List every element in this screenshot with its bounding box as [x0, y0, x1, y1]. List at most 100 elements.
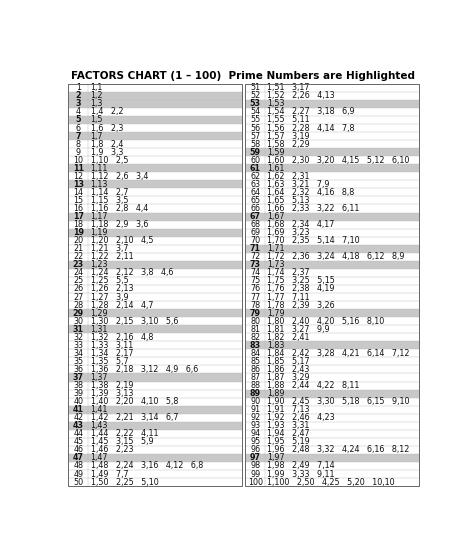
Text: 65: 65: [250, 196, 260, 205]
Text: 100: 100: [248, 477, 263, 487]
Text: 27: 27: [73, 293, 83, 301]
Bar: [68, 478, 242, 486]
Text: 1,53: 1,53: [267, 100, 285, 108]
Bar: [246, 389, 419, 398]
Text: 1,60   2,30   3,20   4,15   5,12   6,10: 1,60 2,30 3,20 4,15 5,12 6,10: [267, 156, 410, 165]
Text: 78: 78: [250, 300, 260, 310]
Text: 1,17: 1,17: [91, 212, 108, 221]
Text: 32: 32: [73, 333, 83, 342]
Bar: [246, 189, 419, 196]
Text: 1,46   2,23: 1,46 2,23: [91, 446, 133, 454]
Text: 91: 91: [250, 405, 260, 414]
Text: 85: 85: [250, 357, 260, 366]
Text: 1,91   7,13: 1,91 7,13: [267, 405, 310, 414]
Text: 1,98   2,49   7,14: 1,98 2,49 7,14: [267, 461, 335, 470]
Text: 82: 82: [250, 333, 260, 342]
Text: 3: 3: [76, 100, 81, 108]
Text: 1,90   2,45   3,30   5,18   6,15   9,10: 1,90 2,45 3,30 5,18 6,15 9,10: [267, 397, 410, 406]
Bar: [68, 365, 242, 373]
Text: 1,95   5,19: 1,95 5,19: [267, 437, 310, 447]
Text: 49: 49: [73, 470, 83, 478]
Text: 1,36   2,18   3,12   4,9   6,6: 1,36 2,18 3,12 4,9 6,6: [91, 365, 198, 374]
Text: 20: 20: [73, 236, 83, 245]
Bar: [246, 358, 419, 365]
Bar: [246, 430, 419, 438]
Text: 36: 36: [73, 365, 83, 374]
Text: 1,48   2,24   3,16   4,12   6,8: 1,48 2,24 3,16 4,12 6,8: [91, 461, 203, 470]
Text: 1,83: 1,83: [267, 341, 285, 350]
Text: 1,65   5,13: 1,65 5,13: [267, 196, 310, 205]
Text: 1,13: 1,13: [91, 180, 108, 189]
Bar: [246, 414, 419, 422]
Text: 1,62   2,31: 1,62 2,31: [267, 172, 310, 181]
Text: 1,86   2,43: 1,86 2,43: [267, 365, 310, 374]
Text: 14: 14: [73, 188, 83, 197]
Text: 45: 45: [73, 437, 83, 447]
Text: 48: 48: [73, 461, 83, 470]
Text: 92: 92: [250, 413, 260, 422]
Bar: [68, 349, 242, 358]
Text: 22: 22: [73, 252, 83, 261]
Text: 1,11: 1,11: [91, 164, 108, 173]
Text: 11: 11: [73, 164, 84, 173]
Bar: [246, 478, 419, 486]
Bar: [68, 108, 242, 116]
Text: 41: 41: [73, 405, 84, 414]
Bar: [68, 124, 242, 132]
Text: 37: 37: [73, 373, 84, 382]
Text: 10: 10: [73, 156, 83, 165]
Text: 1,88   2,44   4,22   8,11: 1,88 2,44 4,22 8,11: [267, 381, 360, 390]
Text: 1,43: 1,43: [91, 421, 108, 430]
Text: 1,58   2,29: 1,58 2,29: [267, 140, 310, 148]
Bar: [68, 116, 242, 124]
Text: 1,79: 1,79: [267, 309, 285, 317]
Bar: [68, 277, 242, 285]
Bar: [246, 84, 419, 486]
Bar: [68, 454, 242, 462]
Text: 1,73: 1,73: [267, 260, 285, 270]
Text: 25: 25: [73, 277, 83, 285]
Text: 59: 59: [250, 148, 261, 157]
Bar: [246, 349, 419, 358]
Text: 80: 80: [250, 317, 260, 326]
Bar: [68, 132, 242, 140]
Text: 30: 30: [73, 317, 83, 326]
Text: 57: 57: [250, 131, 260, 141]
Text: 1,40   2,20   4,10   5,8: 1,40 2,20 4,10 5,8: [91, 397, 178, 406]
Text: 1,93   3,31: 1,93 3,31: [267, 421, 310, 430]
Text: 12: 12: [73, 172, 83, 181]
Text: 28: 28: [73, 300, 83, 310]
Bar: [246, 398, 419, 406]
Bar: [68, 236, 242, 245]
Text: 1,16   2,8   4,4: 1,16 2,8 4,4: [91, 204, 148, 213]
Text: 15: 15: [73, 196, 83, 205]
Bar: [68, 389, 242, 398]
Bar: [246, 317, 419, 325]
Text: 1,49   7,7: 1,49 7,7: [91, 470, 128, 478]
Text: 1,52   2,26   4,13: 1,52 2,26 4,13: [267, 91, 335, 100]
Text: 1,85   5,17: 1,85 5,17: [267, 357, 310, 366]
Text: 1,71: 1,71: [267, 244, 285, 253]
Text: 1,55   5,11: 1,55 5,11: [267, 116, 310, 124]
Text: 1,82   2,41: 1,82 2,41: [267, 333, 310, 342]
Text: 1,84   2,42   3,28   4,21   6,14   7,12: 1,84 2,42 3,28 4,21 6,14 7,12: [267, 349, 410, 358]
Bar: [246, 333, 419, 341]
Text: 99: 99: [250, 470, 260, 478]
Bar: [68, 140, 242, 148]
Bar: [68, 156, 242, 164]
Text: 1: 1: [76, 83, 81, 92]
Text: 68: 68: [250, 220, 260, 229]
Text: 1,18   2,9   3,6: 1,18 2,9 3,6: [91, 220, 148, 229]
Text: 1,1: 1,1: [91, 83, 103, 92]
Bar: [246, 406, 419, 414]
Text: 50: 50: [73, 477, 83, 487]
Text: 46: 46: [73, 446, 83, 454]
Bar: [68, 253, 242, 261]
Bar: [68, 373, 242, 382]
Text: 1,70   2,35   5,14   7,10: 1,70 2,35 5,14 7,10: [267, 236, 360, 245]
Text: 1,54   2,27   3,18   6,9: 1,54 2,27 3,18 6,9: [267, 107, 355, 117]
Text: 35: 35: [73, 357, 83, 366]
Text: 86: 86: [250, 365, 260, 374]
Text: 58: 58: [250, 140, 260, 148]
Text: 40: 40: [73, 397, 83, 406]
